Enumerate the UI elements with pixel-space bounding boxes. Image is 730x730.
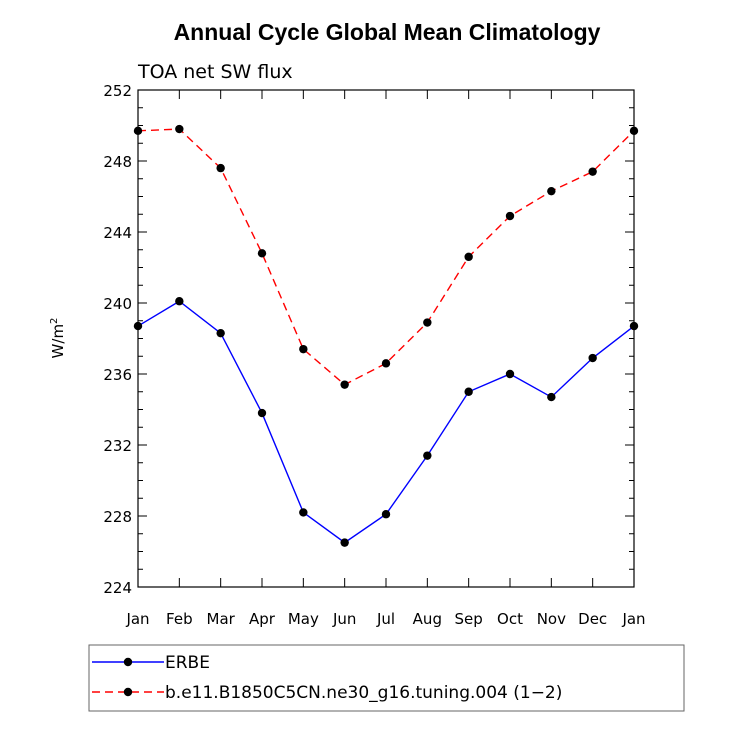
legend-marker-1	[123, 687, 133, 697]
x-tick-label: Mar	[207, 610, 236, 628]
x-tick-label: Jan	[125, 610, 149, 628]
series-0-point	[505, 369, 515, 379]
series-0-point	[340, 538, 349, 547]
series-0-point	[257, 408, 267, 418]
x-tick-label: Jan	[621, 610, 645, 628]
series-1-point	[547, 186, 556, 196]
x-tick-label: Aug	[413, 610, 442, 628]
x-tick-label: Feb	[166, 610, 193, 628]
series-0-point	[423, 451, 432, 460]
series-0-point	[547, 392, 556, 402]
series-1-point	[299, 344, 308, 354]
series-1-point	[257, 249, 267, 258]
y-tick-label: 224	[103, 579, 132, 597]
y-tick-label: 244	[103, 224, 132, 242]
x-tick-label: Jun	[332, 610, 356, 628]
x-tick-label: Dec	[578, 610, 607, 628]
series-line-0	[137, 300, 635, 544]
y-tick-label: 252	[103, 82, 132, 100]
plot-area: 224 228 232 236 240 244 248 252 Jan Feb Mar Apr May J…	[103, 82, 645, 628]
x-tick-label: Oct	[497, 610, 523, 628]
y-tick-label: 232	[103, 437, 132, 455]
y-tick-label: 248	[103, 153, 132, 171]
y-tick-label: 240	[103, 295, 132, 313]
series-1-point	[505, 211, 515, 221]
series-1-point	[629, 126, 639, 136]
x-tick-label: Jul	[376, 610, 395, 628]
x-tick-label: May	[288, 610, 319, 628]
x-tick-label: Nov	[537, 610, 566, 628]
series-0-point	[299, 508, 308, 517]
series-1-point	[216, 163, 225, 173]
series-0-point	[464, 387, 473, 396]
legend-marker-0	[123, 657, 133, 667]
y-axis-label: W/m2	[49, 318, 67, 359]
legend-box	[88, 644, 685, 712]
series-0-point	[175, 297, 184, 306]
svg-text:W/m2: W/m2	[49, 318, 67, 359]
x-tick-label: Apr	[249, 610, 276, 628]
y-tick-label: 236	[103, 366, 132, 384]
series-0-point	[629, 321, 639, 331]
series-1-point	[340, 380, 349, 389]
series-0-point	[588, 353, 597, 363]
series-1-point	[175, 124, 184, 134]
series-line-1	[137, 128, 635, 386]
series-0-point	[381, 510, 391, 519]
legend-label-1: b.e11.B1850C5CN.ne30_g16.tuning.004 (1−2…	[165, 683, 562, 703]
series-1-point	[381, 359, 391, 368]
series-1-point	[588, 167, 597, 176]
y-axis-label-text: W/m	[49, 324, 67, 359]
series-0-point	[216, 328, 225, 338]
y-axis-label-superscript: 2	[49, 318, 60, 324]
y-tick-label: 228	[103, 508, 132, 526]
series-0-point	[133, 321, 143, 331]
series-1-point	[133, 126, 143, 136]
x-tick-label: Sep	[455, 610, 483, 628]
series-1-point	[464, 252, 473, 262]
legend-label-0: ERBE	[165, 653, 210, 673]
chart-title: Annual Cycle Global Mean Climatology	[174, 19, 601, 45]
legend: ERBE b.e11.B1850C5CN.ne30_g16.tuning.004 …	[88, 644, 685, 712]
series-1-point	[423, 318, 432, 327]
chart-subtitle: TOA net SW flux	[137, 61, 293, 83]
